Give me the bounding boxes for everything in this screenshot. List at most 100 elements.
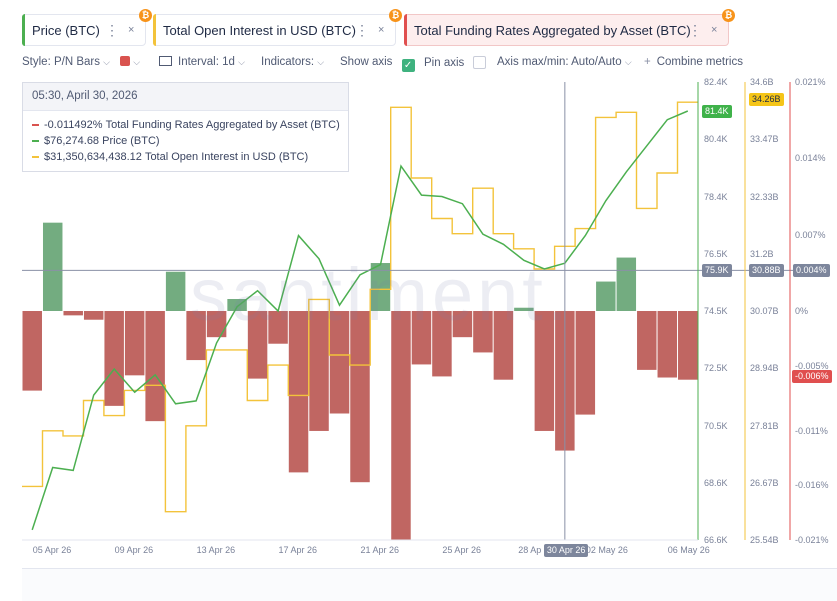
style-label: Style: P/N Bars	[22, 56, 100, 68]
crosshair-price-badge: 75.9K	[702, 264, 732, 278]
menu-dots-icon[interactable]: ⋮	[105, 22, 119, 38]
style-dropdown[interactable]: Style: P/N Bars ⌵	[22, 56, 110, 68]
series-swatch	[32, 156, 39, 158]
series-swatch	[32, 124, 39, 126]
funding-bar	[83, 311, 104, 320]
funding-bar	[145, 311, 165, 422]
funding-tick-label: 0.021%	[795, 77, 826, 87]
pin-axis-toggle[interactable]: Pin axis	[424, 56, 487, 69]
x-tick-label: 09 Apr 26	[114, 545, 154, 555]
combine-metrics-button[interactable]: + Combine metrics	[644, 56, 743, 68]
funding-bar	[411, 311, 432, 365]
show-axis-toggle[interactable]: Show axis ✓	[340, 56, 415, 72]
metric-label: Total Open Interest in USD (BTC)	[163, 22, 356, 38]
interval-dropdown[interactable]: Interval: 1d ⌵	[159, 56, 245, 68]
tooltip-row-open-interest: $31,350,634,438.12 Total Open Interest i…	[32, 151, 308, 163]
funding-bar	[678, 311, 698, 380]
last-oi-badge: 34.26B	[749, 93, 784, 107]
metric-label: Total Funding Rates Aggregated by Asset …	[414, 22, 691, 38]
funding-bar	[124, 311, 145, 376]
funding-bar	[22, 311, 42, 391]
tooltip-value: $76,274.68	[44, 135, 100, 147]
tooltip-series-name: Price (BTC)	[102, 135, 160, 147]
close-icon[interactable]: ×	[378, 24, 385, 36]
funding-bar	[42, 222, 63, 311]
funding-bar	[350, 311, 370, 483]
x-tick-label: 13 Apr 26	[196, 545, 236, 555]
oi-tick-label: 27.81B	[750, 420, 779, 431]
funding-bar	[63, 311, 83, 316]
price-tick-label: 66.6K	[704, 535, 728, 545]
funding-tick-label: 0.007%	[795, 229, 826, 240]
oi-tick-label: 26.67B	[750, 477, 779, 488]
metric-color-bar	[404, 14, 407, 46]
crosshair-x-badge: 30 Apr 26	[543, 544, 589, 557]
indicators-label: Indicators:	[261, 56, 315, 68]
funding-bar	[370, 263, 391, 311]
pin-axis-label: Pin axis	[424, 57, 465, 69]
menu-dots-icon[interactable]: ⋮	[355, 22, 369, 38]
bitcoin-icon: ₿	[722, 9, 735, 22]
price-tick-label: 70.5K	[704, 420, 728, 431]
metric-tab-funding-rates[interactable]: Total Funding Rates Aggregated by Asset …	[404, 9, 735, 46]
x-tick-label: 06 May 26	[667, 545, 710, 555]
chevron-down-icon: ⌵	[624, 57, 632, 67]
funding-tick-label: 0.014%	[795, 153, 826, 164]
plus-icon: +	[644, 56, 651, 68]
chevron-down-icon: ⌵	[103, 57, 110, 67]
series-swatch	[32, 140, 39, 142]
price-tick-label: 82.4K	[704, 77, 728, 87]
oi-tick-label: 28.94B	[750, 363, 779, 374]
funding-tick-label: -0.021%	[795, 535, 829, 545]
funding-bar	[104, 311, 124, 406]
metric-tab-open-interest[interactable]: Total Open Interest in USD (BTC) ⋮ × ₿	[153, 9, 402, 46]
bitcoin-icon: ₿	[139, 9, 152, 22]
bitcoin-icon: ₿	[389, 9, 402, 22]
funding-bar	[575, 311, 596, 415]
funding-bar	[596, 281, 616, 311]
metric-color-bar	[22, 14, 25, 46]
metric-tab-price[interactable]: Price (BTC) ⋮ × ₿	[22, 9, 152, 46]
close-icon[interactable]: ×	[128, 24, 135, 36]
funding-bar	[186, 311, 206, 361]
x-tick-label: 21 Apr 26	[360, 545, 400, 555]
funding-tick-label: -0.011%	[795, 425, 828, 436]
funding-bar	[514, 307, 534, 311]
navigator[interactable]	[22, 568, 837, 601]
metric-color-bar	[153, 14, 156, 46]
combine-metrics-label: Combine metrics	[656, 56, 743, 68]
x-tick-label: 25 Apr 26	[442, 545, 481, 555]
axis-minmax-dropdown[interactable]: Axis max/min: Auto/Auto ⌵	[497, 56, 632, 68]
chevron-down-icon: ⌵	[238, 57, 245, 67]
menu-dots-icon[interactable]: ⋮	[688, 22, 702, 38]
show-axis-checkbox[interactable]: ✓	[401, 59, 415, 72]
funding-bar	[493, 311, 514, 380]
funding-bar	[452, 311, 473, 338]
x-tick-label: 17 Apr 26	[278, 545, 318, 555]
chevron-down-icon: ⌵	[317, 57, 325, 67]
price-tick-label: 76.5K	[704, 248, 728, 259]
interval-label: Interval: 1d	[178, 56, 235, 68]
axis-minmax-label: Axis max/min: Auto/Auto	[497, 56, 622, 68]
funding-bar	[329, 311, 350, 414]
price-tick-label: 74.5K	[704, 306, 728, 316]
oi-tick-label: 31.2B	[750, 248, 774, 259]
axes	[22, 82, 808, 541]
oi-tick-label: 32.33B	[750, 191, 779, 202]
color-picker[interactable]: ⌵	[120, 56, 140, 68]
crosshair-oi-badge: 30.88B	[749, 264, 784, 278]
calendar-icon	[159, 56, 172, 66]
pin-axis-checkbox[interactable]	[473, 56, 487, 69]
funding-bar	[616, 257, 637, 311]
x-tick-label: 28 Ap	[518, 545, 542, 555]
tooltip-value: -0.011492%	[44, 119, 103, 131]
tooltip-row-price: $76,274.68 Price (BTC)	[32, 135, 160, 147]
last-funding-badge: -0.006%	[792, 370, 832, 384]
x-tick-label: 02 May 26	[585, 545, 628, 555]
close-icon[interactable]: ×	[711, 24, 718, 36]
funding-tick-label: -0.016%	[795, 480, 829, 491]
price-tick-label: 80.4K	[704, 134, 728, 145]
funding-tick-label: -0.005%	[795, 360, 829, 371]
indicators-dropdown[interactable]: Indicators: ⌵	[261, 56, 324, 68]
